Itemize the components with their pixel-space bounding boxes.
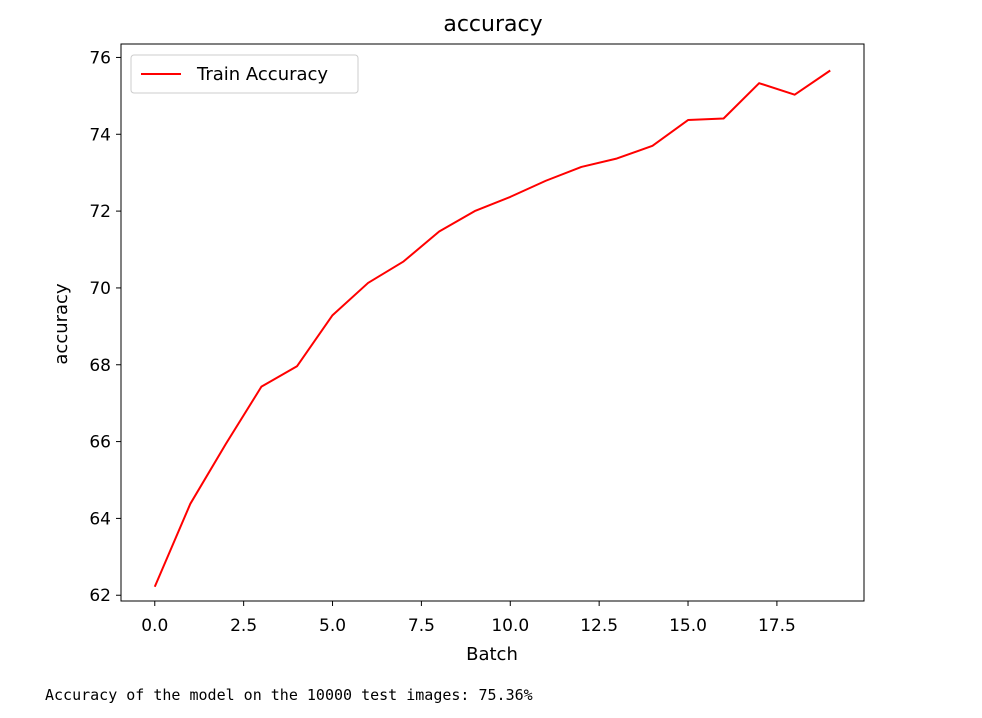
series-line-train-accuracy (153, 69, 831, 588)
y-tick-label: 76 (89, 48, 111, 68)
y-tick-label: 64 (89, 509, 111, 529)
x-tick-label: 5.0 (319, 616, 346, 636)
output-text: Accuracy of the model on the 10000 test … (45, 686, 533, 704)
y-tick-label: 68 (89, 356, 111, 376)
plot-area-frame (120, 43, 865, 602)
x-tick-label: 10.0 (491, 616, 529, 636)
legend-label-train-accuracy: Train Accuracy (196, 64, 328, 85)
y-axis-ticks: 62 64 66 68 70 72 74 76 (89, 48, 121, 606)
y-tick-label: 72 (89, 202, 111, 222)
y-tick-label: 70 (89, 279, 111, 299)
x-axis-ticks: 0.0 2.5 5.0 7.5 10.0 12.5 15.0 17.5 (141, 601, 796, 636)
chart-title: accuracy (443, 12, 542, 37)
y-tick-label: 66 (89, 433, 111, 453)
x-tick-label: 12.5 (580, 616, 618, 636)
series-layer (153, 69, 831, 588)
x-tick-label: 7.5 (408, 616, 435, 636)
y-tick-label: 74 (89, 125, 111, 145)
y-tick-label: 62 (89, 586, 111, 606)
x-tick-label: 15.0 (669, 616, 707, 636)
accuracy-chart: accuracy 0.0 2.5 5.0 7.5 10.0 12.5 15.0 17.5 62… (51, 12, 865, 665)
x-axis-label: Batch (466, 644, 518, 665)
x-tick-label: 0.0 (141, 616, 168, 636)
legend-box (130, 54, 359, 94)
x-tick-label: 17.5 (758, 616, 796, 636)
y-axis-label: accuracy (51, 283, 72, 365)
legend: Train Accuracy (130, 54, 359, 94)
x-tick-label: 2.5 (230, 616, 257, 636)
